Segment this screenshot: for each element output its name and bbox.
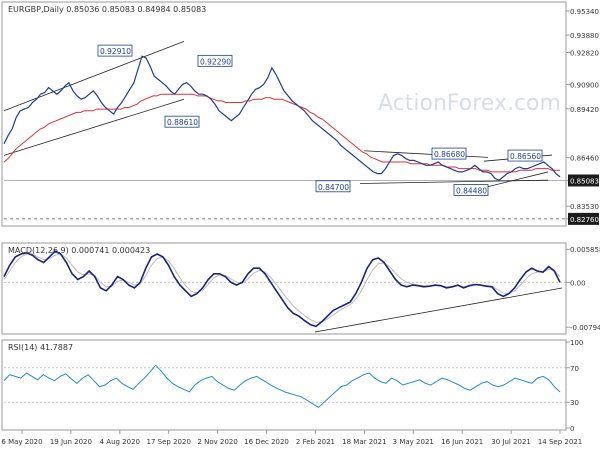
price-annotation-label: 0.92290 <box>200 57 231 66</box>
price-annotation-label: 0.86560 <box>510 152 541 161</box>
date-axis-label: 3 May 2021 <box>393 438 434 446</box>
macd-axis-label: -0.007945 <box>570 324 600 332</box>
watermark: ActionForex.com <box>378 91 561 116</box>
price-axis-label: 0.90900 <box>570 81 599 89</box>
price-gridlines <box>4 180 566 220</box>
date-axis-label: 2 Feb 2021 <box>296 438 335 446</box>
rsi-line <box>3 364 561 409</box>
price-panel-title: EURGBP,Daily 0.85036 0.85083 0.84984 0.8… <box>8 5 206 14</box>
price-annotation-label: 0.86680 <box>434 150 465 159</box>
date-axis-label: 2 Nov 2020 <box>197 438 237 446</box>
price-annotation-box <box>431 147 467 160</box>
macd-panel-frame <box>1 242 567 335</box>
price-panel: EURGBP,Daily 0.85036 0.85083 0.84984 0.8… <box>1 1 599 227</box>
macd-axis-label: 0.00 <box>570 279 586 287</box>
price-axis-label: 0.89420 <box>570 106 599 114</box>
price-annotation-label: 0.92910 <box>100 47 131 56</box>
price-ma-line <box>3 93 560 173</box>
macd-panel: MACD(12,26,9) 0.000741 0.000423 0.005858… <box>1 242 600 335</box>
date-axis-label: 17 Sep 2020 <box>147 438 191 446</box>
rsi-gridlines <box>4 367 566 403</box>
rsi-axis-label: 100 <box>570 339 583 347</box>
macd-axis-label: 0.005858 <box>570 246 600 254</box>
price-annotation-label: 0.84480 <box>456 186 487 195</box>
price-annotation-label: 0.88610 <box>167 118 198 127</box>
price-axis-label: 0.83530 <box>570 203 599 211</box>
rsi-panel: RSI(14) 41.7887 100 70 30 0 <box>1 339 583 433</box>
rsi-axis-label: 70 <box>570 365 579 373</box>
trendline <box>3 40 185 112</box>
date-axis-label: 16 Dec 2020 <box>244 438 289 446</box>
macd-main-line <box>3 250 561 328</box>
price-axis-label: 0.86460 <box>570 155 599 163</box>
price-annotation-box <box>197 54 233 67</box>
macd-trendline <box>314 287 563 333</box>
rsi-axis-label: 30 <box>570 399 579 407</box>
rsi-panel-frame <box>1 339 567 431</box>
date-axis-label: 18 Mar 2021 <box>342 438 386 446</box>
macd-axis: 0.005858 0.00 -0.007945 <box>566 246 600 332</box>
date-axis: 6 May 2020 19 Jun 2020 4 Aug 2020 17 Sep 20… <box>1 430 582 446</box>
rsi-panel-title: RSI(14) 41.7887 <box>8 343 73 352</box>
trendline <box>483 171 549 189</box>
rsi-axis-label: 0 <box>570 425 574 433</box>
macd-panel-title: MACD(12,26,9) 0.000741 0.000423 <box>8 246 150 255</box>
date-axis-label: 30 Jul 2021 <box>491 438 531 446</box>
date-axis-label: 19 Jun 2020 <box>50 438 92 446</box>
date-axis-label: 4 Aug 2020 <box>100 438 140 446</box>
date-axis-label: 14 Sep 2021 <box>538 438 582 446</box>
price-annotation-box <box>97 44 133 57</box>
trendline <box>359 179 549 184</box>
date-axis-label: 16 Jun 2021 <box>441 438 483 446</box>
price-annotation-box <box>315 180 351 193</box>
price-annotations: 0.92910 0.92290 0.88610 0.84700 0.86680 0.865… <box>97 44 543 196</box>
price-axis-label: 0.93880 <box>570 32 599 40</box>
price-annotation-box <box>507 149 543 162</box>
rsi-axis: 100 70 30 0 <box>566 339 583 433</box>
price-annotation-box <box>164 115 200 128</box>
price-annotation-box <box>453 184 489 196</box>
date-axis-label: 6 May 2020 <box>1 438 42 446</box>
price-axis-label: 0.85083 <box>570 177 599 185</box>
price-axis: 0.95340 0.93880 0.92820 0.90900 0.89420 0.864… <box>566 8 599 225</box>
price-close-line <box>3 55 561 181</box>
trendline <box>3 98 185 156</box>
trendline <box>363 150 489 158</box>
price-axis-label: 0.95340 <box>570 8 599 16</box>
price-axis-highlight <box>568 212 599 225</box>
price-axis-label: 0.82760 <box>570 216 599 224</box>
price-annotation-label: 0.84700 <box>318 183 349 192</box>
price-axis-highlight <box>568 174 599 187</box>
price-axis-label: 0.92820 <box>570 50 599 58</box>
